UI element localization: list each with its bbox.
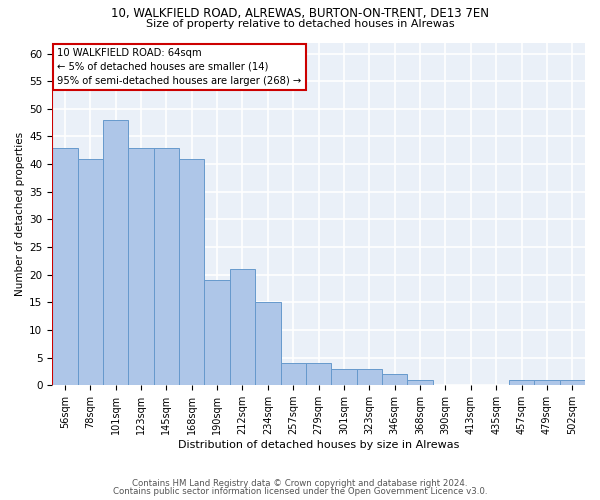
Bar — [179, 158, 205, 385]
Bar — [77, 158, 103, 385]
Bar — [128, 148, 154, 385]
Bar — [306, 363, 331, 385]
Bar — [356, 368, 382, 385]
Bar — [230, 269, 255, 385]
Bar — [382, 374, 407, 385]
Bar — [281, 363, 306, 385]
Bar — [103, 120, 128, 385]
Text: Size of property relative to detached houses in Alrewas: Size of property relative to detached ho… — [146, 19, 454, 29]
Y-axis label: Number of detached properties: Number of detached properties — [15, 132, 25, 296]
Text: Contains HM Land Registry data © Crown copyright and database right 2024.: Contains HM Land Registry data © Crown c… — [132, 478, 468, 488]
Bar — [255, 302, 281, 385]
X-axis label: Distribution of detached houses by size in Alrewas: Distribution of detached houses by size … — [178, 440, 459, 450]
Bar — [509, 380, 534, 385]
Bar — [154, 148, 179, 385]
Bar — [560, 380, 585, 385]
Bar — [52, 148, 77, 385]
Text: 10, WALKFIELD ROAD, ALREWAS, BURTON-ON-TRENT, DE13 7EN: 10, WALKFIELD ROAD, ALREWAS, BURTON-ON-T… — [111, 8, 489, 20]
Bar — [407, 380, 433, 385]
Bar — [205, 280, 230, 385]
Text: 10 WALKFIELD ROAD: 64sqm
← 5% of detached houses are smaller (14)
95% of semi-de: 10 WALKFIELD ROAD: 64sqm ← 5% of detache… — [58, 48, 302, 86]
Bar — [331, 368, 356, 385]
Text: Contains public sector information licensed under the Open Government Licence v3: Contains public sector information licen… — [113, 488, 487, 496]
Bar — [534, 380, 560, 385]
